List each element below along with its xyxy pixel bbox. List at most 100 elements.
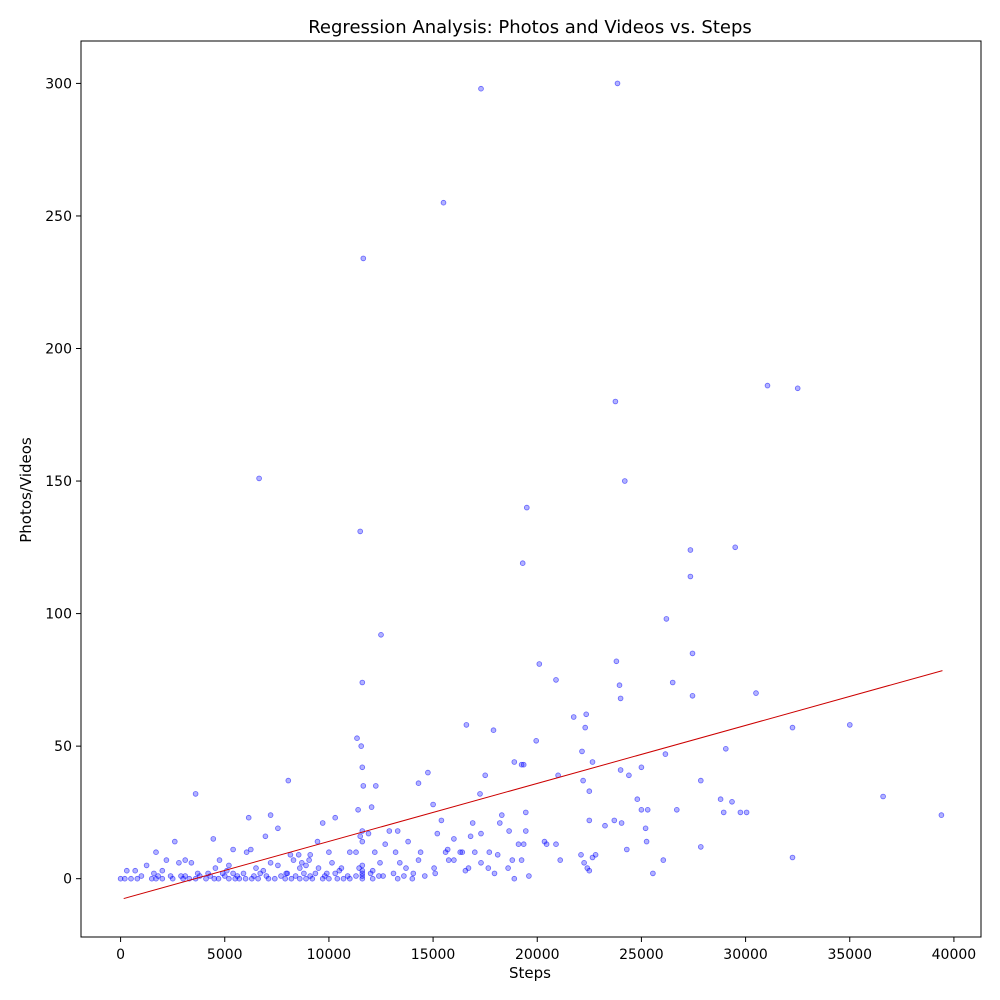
data-point	[579, 748, 585, 755]
x-tick-label: 35000	[827, 947, 872, 963]
data-point	[430, 801, 436, 808]
data-point	[143, 862, 150, 869]
y-tick-label: 0	[63, 872, 72, 888]
data-point	[583, 711, 589, 718]
chart-title: Regression Analysis: Photos and Videos v…	[308, 17, 752, 38]
data-point	[360, 783, 367, 789]
data-point	[415, 857, 422, 863]
data-point	[729, 798, 735, 805]
data-point	[494, 851, 501, 858]
y-tick-label: 50	[54, 739, 72, 755]
data-point	[155, 873, 161, 879]
data-point	[557, 857, 563, 863]
data-point	[284, 870, 291, 877]
data-point	[163, 857, 170, 863]
x-axis-label: Steps	[509, 964, 551, 982]
data-point	[359, 679, 366, 686]
data-point	[323, 870, 330, 877]
x-tick-label: 30000	[723, 947, 768, 963]
data-point	[332, 870, 339, 877]
y-tick-label: 250	[45, 209, 72, 225]
data-point	[634, 796, 641, 802]
data-point	[511, 759, 518, 765]
data-point	[623, 846, 630, 853]
data-point	[303, 862, 309, 869]
data-point	[764, 382, 771, 389]
data-point	[663, 616, 670, 622]
data-point	[505, 865, 511, 871]
data-point	[282, 875, 289, 882]
data-point	[789, 724, 796, 731]
data-point	[638, 764, 645, 771]
plot-area	[80, 40, 982, 938]
data-point	[355, 806, 361, 813]
data-point	[167, 873, 174, 879]
data-point	[392, 849, 399, 855]
data-point	[382, 841, 389, 847]
data-point	[211, 875, 218, 882]
data-point	[451, 857, 457, 863]
data-point	[394, 828, 401, 834]
data-point	[230, 846, 236, 853]
data-point	[687, 573, 694, 580]
data-point	[172, 838, 178, 845]
y-axis-label: Photos/Videos	[17, 437, 35, 543]
data-point	[669, 679, 676, 686]
data-point	[176, 859, 182, 866]
data-point	[463, 722, 470, 728]
data-point	[720, 809, 727, 816]
data-point	[846, 722, 853, 728]
data-point	[644, 806, 651, 813]
data-point	[369, 875, 376, 882]
data-point	[697, 777, 704, 784]
data-point	[346, 849, 353, 855]
data-point	[522, 809, 529, 816]
data-point	[240, 870, 247, 877]
data-point	[357, 528, 364, 535]
data-point	[353, 873, 359, 879]
data-point	[134, 875, 141, 882]
data-point	[332, 814, 339, 821]
data-point	[132, 867, 139, 874]
x-tick-label: 0	[116, 947, 125, 963]
y-tick-label: 200	[45, 342, 72, 358]
data-point	[257, 870, 264, 877]
data-point	[417, 849, 424, 855]
data-point	[611, 817, 618, 824]
data-point	[722, 745, 729, 752]
data-point	[880, 793, 886, 800]
data-point	[553, 841, 559, 847]
y-tick-label: 300	[45, 76, 72, 92]
data-point	[520, 761, 527, 768]
data-point	[445, 857, 452, 863]
data-point	[491, 870, 498, 877]
data-point	[371, 849, 378, 855]
data-point	[582, 724, 588, 731]
data-point	[306, 857, 312, 863]
data-point	[506, 828, 512, 834]
data-point	[485, 865, 492, 871]
data-point	[290, 857, 297, 863]
data-point	[359, 838, 366, 845]
data-point	[138, 873, 145, 879]
data-point	[438, 817, 445, 824]
data-point	[307, 851, 314, 858]
data-point	[255, 875, 261, 882]
data-point	[124, 867, 130, 874]
data-point	[536, 661, 543, 667]
data-point	[149, 875, 155, 882]
data-point	[425, 769, 431, 776]
data-point	[360, 255, 367, 262]
data-point	[469, 820, 476, 826]
data-point	[307, 873, 314, 879]
data-point	[589, 759, 596, 765]
data-point	[794, 385, 801, 392]
data-point	[789, 854, 796, 861]
x-tick-label: 25000	[619, 947, 664, 963]
data-point	[340, 875, 347, 882]
data-point	[334, 875, 341, 882]
data-point	[543, 841, 550, 847]
data-point	[434, 830, 441, 837]
data-point	[533, 737, 539, 744]
